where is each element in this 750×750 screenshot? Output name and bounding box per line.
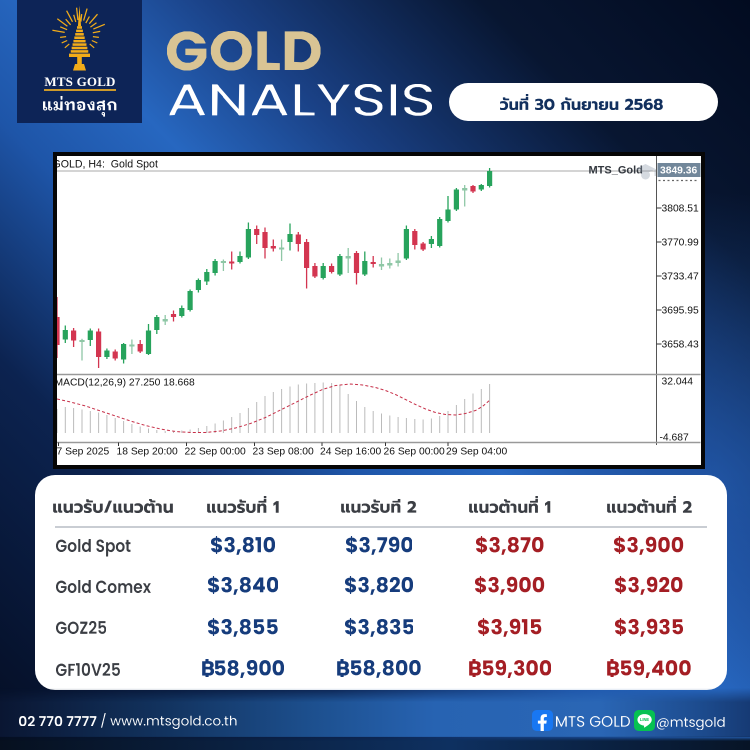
- svg-text:29 Sep 04:00: 29 Sep 04:00: [446, 446, 508, 457]
- svg-text:3658.43: 3658.43: [661, 339, 698, 350]
- svg-text:24 Sep 16:00: 24 Sep 16:00: [320, 446, 382, 457]
- svg-text:7 Sep 2025: 7 Sep 2025: [57, 446, 109, 457]
- svg-text:3733.47: 3733.47: [661, 271, 698, 282]
- svg-text:MACD(12,26,9) 27.250 18.668: MACD(12,26,9) 27.250 18.668: [57, 377, 195, 388]
- svg-text:-4.687: -4.687: [659, 432, 688, 443]
- svg-text:18 Sep 20:00: 18 Sep 20:00: [116, 446, 178, 457]
- svg-text:3695.95: 3695.95: [661, 305, 698, 316]
- svg-text:3808.51: 3808.51: [661, 203, 698, 214]
- svg-text:3770.99: 3770.99: [661, 237, 698, 248]
- svg-text:32.044: 32.044: [661, 376, 693, 387]
- svg-text:GOLD, H4: Gold Spot: GOLD, H4: Gold Spot: [57, 158, 158, 170]
- svg-text:LINE: LINE: [640, 717, 650, 722]
- svg-text:MTS_Gold: MTS_Gold: [588, 164, 642, 176]
- svg-text:22 Sep 00:00: 22 Sep 00:00: [184, 446, 246, 457]
- svg-text:3849.36: 3849.36: [660, 165, 697, 176]
- svg-text:23 Sep 08:00: 23 Sep 08:00: [252, 446, 314, 457]
- svg-text:26 Sep 00:00: 26 Sep 00:00: [383, 446, 445, 457]
